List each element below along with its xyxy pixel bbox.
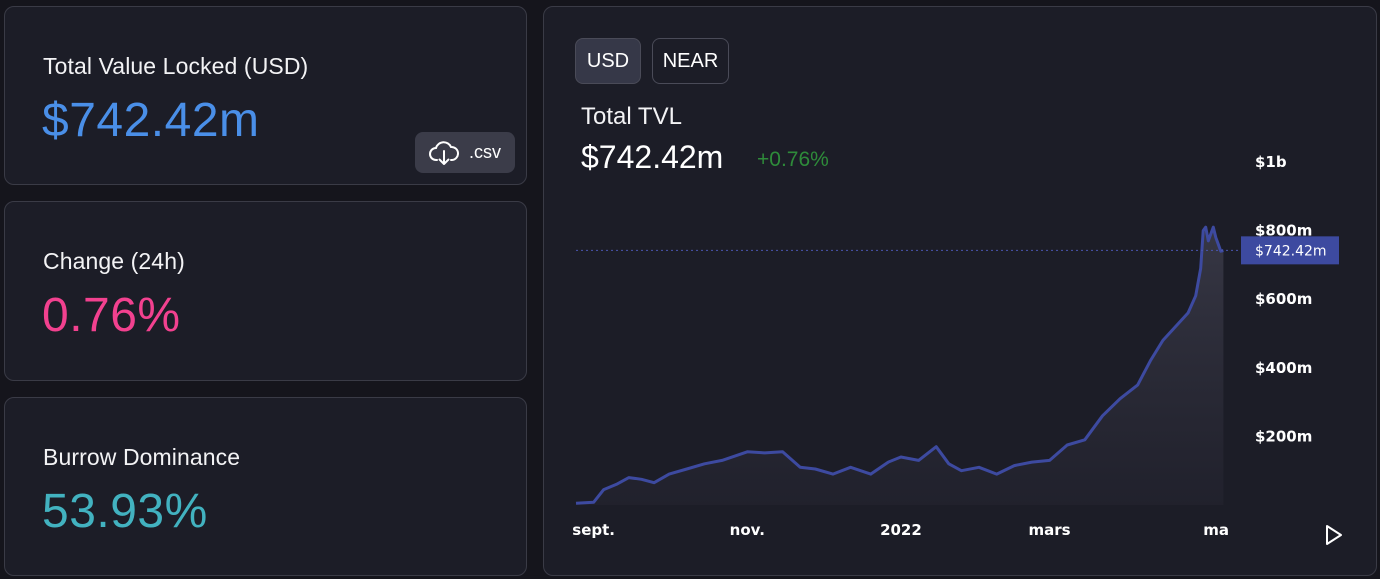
current-price-tag	[1241, 236, 1339, 265]
tvl-chart[interactable]: $200m $400m $600m $800m $1b sept. nov. 2022 mar…	[544, 7, 1378, 577]
dominance-value: 53.93%	[42, 485, 208, 538]
change-value: 0.76%	[42, 289, 181, 342]
tvl-label: Total Value Locked (USD)	[43, 53, 309, 79]
chart-title: Total TVL	[581, 103, 682, 130]
chart-current-value: $742.42m	[581, 139, 724, 175]
x-tick-label: mars	[1029, 521, 1071, 539]
y-tick-label: $400m	[1255, 359, 1312, 377]
play-icon[interactable]	[1326, 525, 1342, 545]
y-tick-label: $800m	[1255, 222, 1312, 240]
change-card: Change (24h) 0.76%	[4, 201, 527, 381]
x-tick-label: nov.	[730, 521, 765, 539]
y-tick-label: $200m	[1255, 427, 1312, 445]
x-tick-label: 2022	[880, 521, 922, 539]
chart-change: +0.76%	[757, 148, 829, 171]
near-toggle-button[interactable]: NEAR	[652, 38, 729, 84]
y-tick-label: $1b	[1255, 153, 1287, 171]
csv-label: .csv	[468, 142, 501, 162]
download-csv-button[interactable]: .csv	[415, 132, 515, 173]
current-price-label: $742.42m	[1255, 243, 1327, 259]
change-label: Change (24h)	[43, 248, 185, 274]
tvl-value: $742.42m	[42, 94, 260, 147]
x-tick-label: sept.	[572, 521, 615, 539]
tvl-series-line	[575, 225, 1224, 505]
dominance-card: Burrow Dominance 53.93%	[4, 397, 527, 576]
tvl-card: Total Value Locked (USD) $742.42m .csv	[4, 6, 527, 185]
cloud-download-icon	[428, 140, 459, 165]
x-tick-label: ma	[1203, 521, 1229, 539]
usd-toggle-button[interactable]: USD	[575, 38, 641, 84]
y-tick-label: $600m	[1255, 290, 1312, 308]
dominance-label: Burrow Dominance	[43, 444, 241, 470]
chart-card: USD NEAR Total TVL $742.42m +0.76% $200m…	[543, 6, 1377, 576]
tvl-area	[576, 227, 1224, 505]
